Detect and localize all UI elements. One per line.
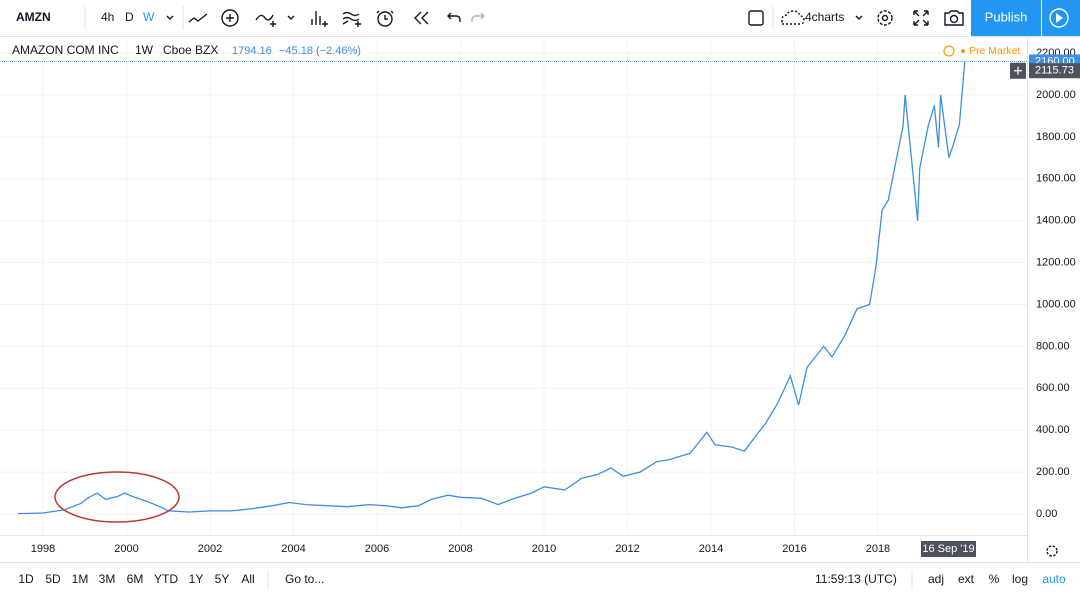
x-tick-label: 2002 xyxy=(198,543,222,555)
x-tick-label: 2010 xyxy=(532,543,556,555)
indicators-menu[interactable] xyxy=(287,15,295,20)
goto-button[interactable]: Go to... xyxy=(285,572,324,586)
add-icon xyxy=(1014,66,1022,75)
y-tick-label: 1400.00 xyxy=(1036,215,1076,227)
crosshair-price-label: 2115.73 xyxy=(1035,65,1074,77)
x-tick-label: 1998 xyxy=(31,543,55,555)
clock: 11:59:13 (UTC) xyxy=(815,572,897,586)
bottom-bar: 1D 5D 1M 3M 6M YTD 1Y 5Y All adj ext% log auto xyxy=(18,572,1066,586)
replay-button[interactable] xyxy=(414,11,429,25)
session-icon xyxy=(943,45,955,57)
x-tick-label: 2006 xyxy=(365,543,389,555)
range-button[interactable]: 1D xyxy=(18,572,34,586)
range-button[interactable]: YTD xyxy=(154,572,178,586)
interval-menu[interactable] xyxy=(166,15,174,20)
indicators-button[interactable] xyxy=(255,14,276,27)
publish-button[interactable] xyxy=(971,0,1041,36)
scale-option[interactable]: % xyxy=(989,572,1000,586)
chart-type-button[interactable] xyxy=(188,13,208,23)
annotation-ellipse xyxy=(54,471,180,523)
range-button[interactable]: 6M xyxy=(127,572,144,586)
x-tick-label: 2014 xyxy=(699,543,723,555)
cloud-icon xyxy=(781,10,805,25)
range-button[interactable]: 5Y xyxy=(215,572,230,586)
session-label: Pre Market xyxy=(969,45,1020,57)
symbol[interactable]: AMZN xyxy=(16,10,51,24)
stream-icon xyxy=(1049,8,1069,28)
y-tick-label: 1200.00 xyxy=(1036,257,1076,269)
range-button[interactable]: 3M xyxy=(99,572,116,586)
y-tick-label: 600.00 xyxy=(1036,382,1070,394)
x-tick-label: 2004 xyxy=(281,543,305,555)
y-tick-label: 0.00 xyxy=(1036,508,1057,520)
x-tick-label: 2016 xyxy=(782,543,806,555)
interval-button[interactable]: W xyxy=(143,10,155,24)
alert-button[interactable] xyxy=(377,11,393,27)
redo-button[interactable] xyxy=(471,12,485,22)
undo-button[interactable] xyxy=(447,12,461,22)
session-dot xyxy=(961,49,965,53)
price-line xyxy=(17,61,966,515)
range-button[interactable]: 1M xyxy=(72,572,89,586)
range-button[interactable]: 1Y xyxy=(189,572,204,586)
stream-icon xyxy=(1056,13,1063,23)
legend-price: 1794.16 xyxy=(232,45,272,57)
crosshair-date-tag xyxy=(921,541,976,557)
alert-icon xyxy=(376,10,394,20)
layout-name[interactable]: 4charts xyxy=(805,10,844,24)
publish-label: Publish xyxy=(985,9,1028,24)
x-tick-label: 2000 xyxy=(114,543,138,555)
settings-icon xyxy=(881,14,889,22)
scale-option[interactable]: ext xyxy=(958,572,975,586)
x-tick-label: 2018 xyxy=(866,543,890,555)
snapshot-icon xyxy=(949,14,959,24)
legend-name: AMAZON COM INC xyxy=(12,43,119,57)
y-tick-label: 1800.00 xyxy=(1036,131,1076,143)
interval-button[interactable]: D xyxy=(125,10,134,24)
legend-change: −45.18 (−2.46%) xyxy=(279,45,361,57)
y-tick-label: 1600.00 xyxy=(1036,173,1076,185)
y-tick-label: 1000.00 xyxy=(1036,298,1076,310)
legend-exchange: Cboe BZX xyxy=(163,43,218,57)
compare-button[interactable] xyxy=(221,9,239,27)
layout-single-button[interactable] xyxy=(748,10,764,26)
scale-option[interactable]: adj xyxy=(928,572,944,586)
compare-icon xyxy=(226,14,234,22)
toolbar xyxy=(0,0,1080,36)
crosshair-price-tag xyxy=(1029,63,1080,79)
legend-interval: 1W xyxy=(135,43,154,57)
templates-button[interactable] xyxy=(342,11,361,28)
x-tick-label: 2012 xyxy=(615,543,639,555)
y-tick-label: 200.00 xyxy=(1036,466,1070,478)
x-tick-label: 2008 xyxy=(448,543,472,555)
range-button[interactable]: 5D xyxy=(45,572,61,586)
y-tick-label: 2000.00 xyxy=(1036,89,1076,101)
crosshair-date-label: 16 Sep '19 xyxy=(922,543,974,555)
plot-area xyxy=(0,38,1027,535)
scale-option[interactable]: log xyxy=(1012,572,1028,586)
fullscreen-button[interactable] xyxy=(913,10,929,26)
range-button[interactable]: All xyxy=(241,572,254,586)
y-tick-label: 800.00 xyxy=(1036,340,1070,352)
interval-button[interactable]: 4h xyxy=(101,10,114,24)
scale-option[interactable]: auto xyxy=(1042,572,1066,586)
layout-menu[interactable] xyxy=(855,15,863,20)
snapshot-button[interactable] xyxy=(944,10,964,26)
y-tick-label: 400.00 xyxy=(1036,424,1070,436)
settings-button[interactable] xyxy=(877,10,893,26)
financials-button[interactable] xyxy=(311,11,328,27)
axis-settings-button[interactable] xyxy=(1046,545,1058,557)
